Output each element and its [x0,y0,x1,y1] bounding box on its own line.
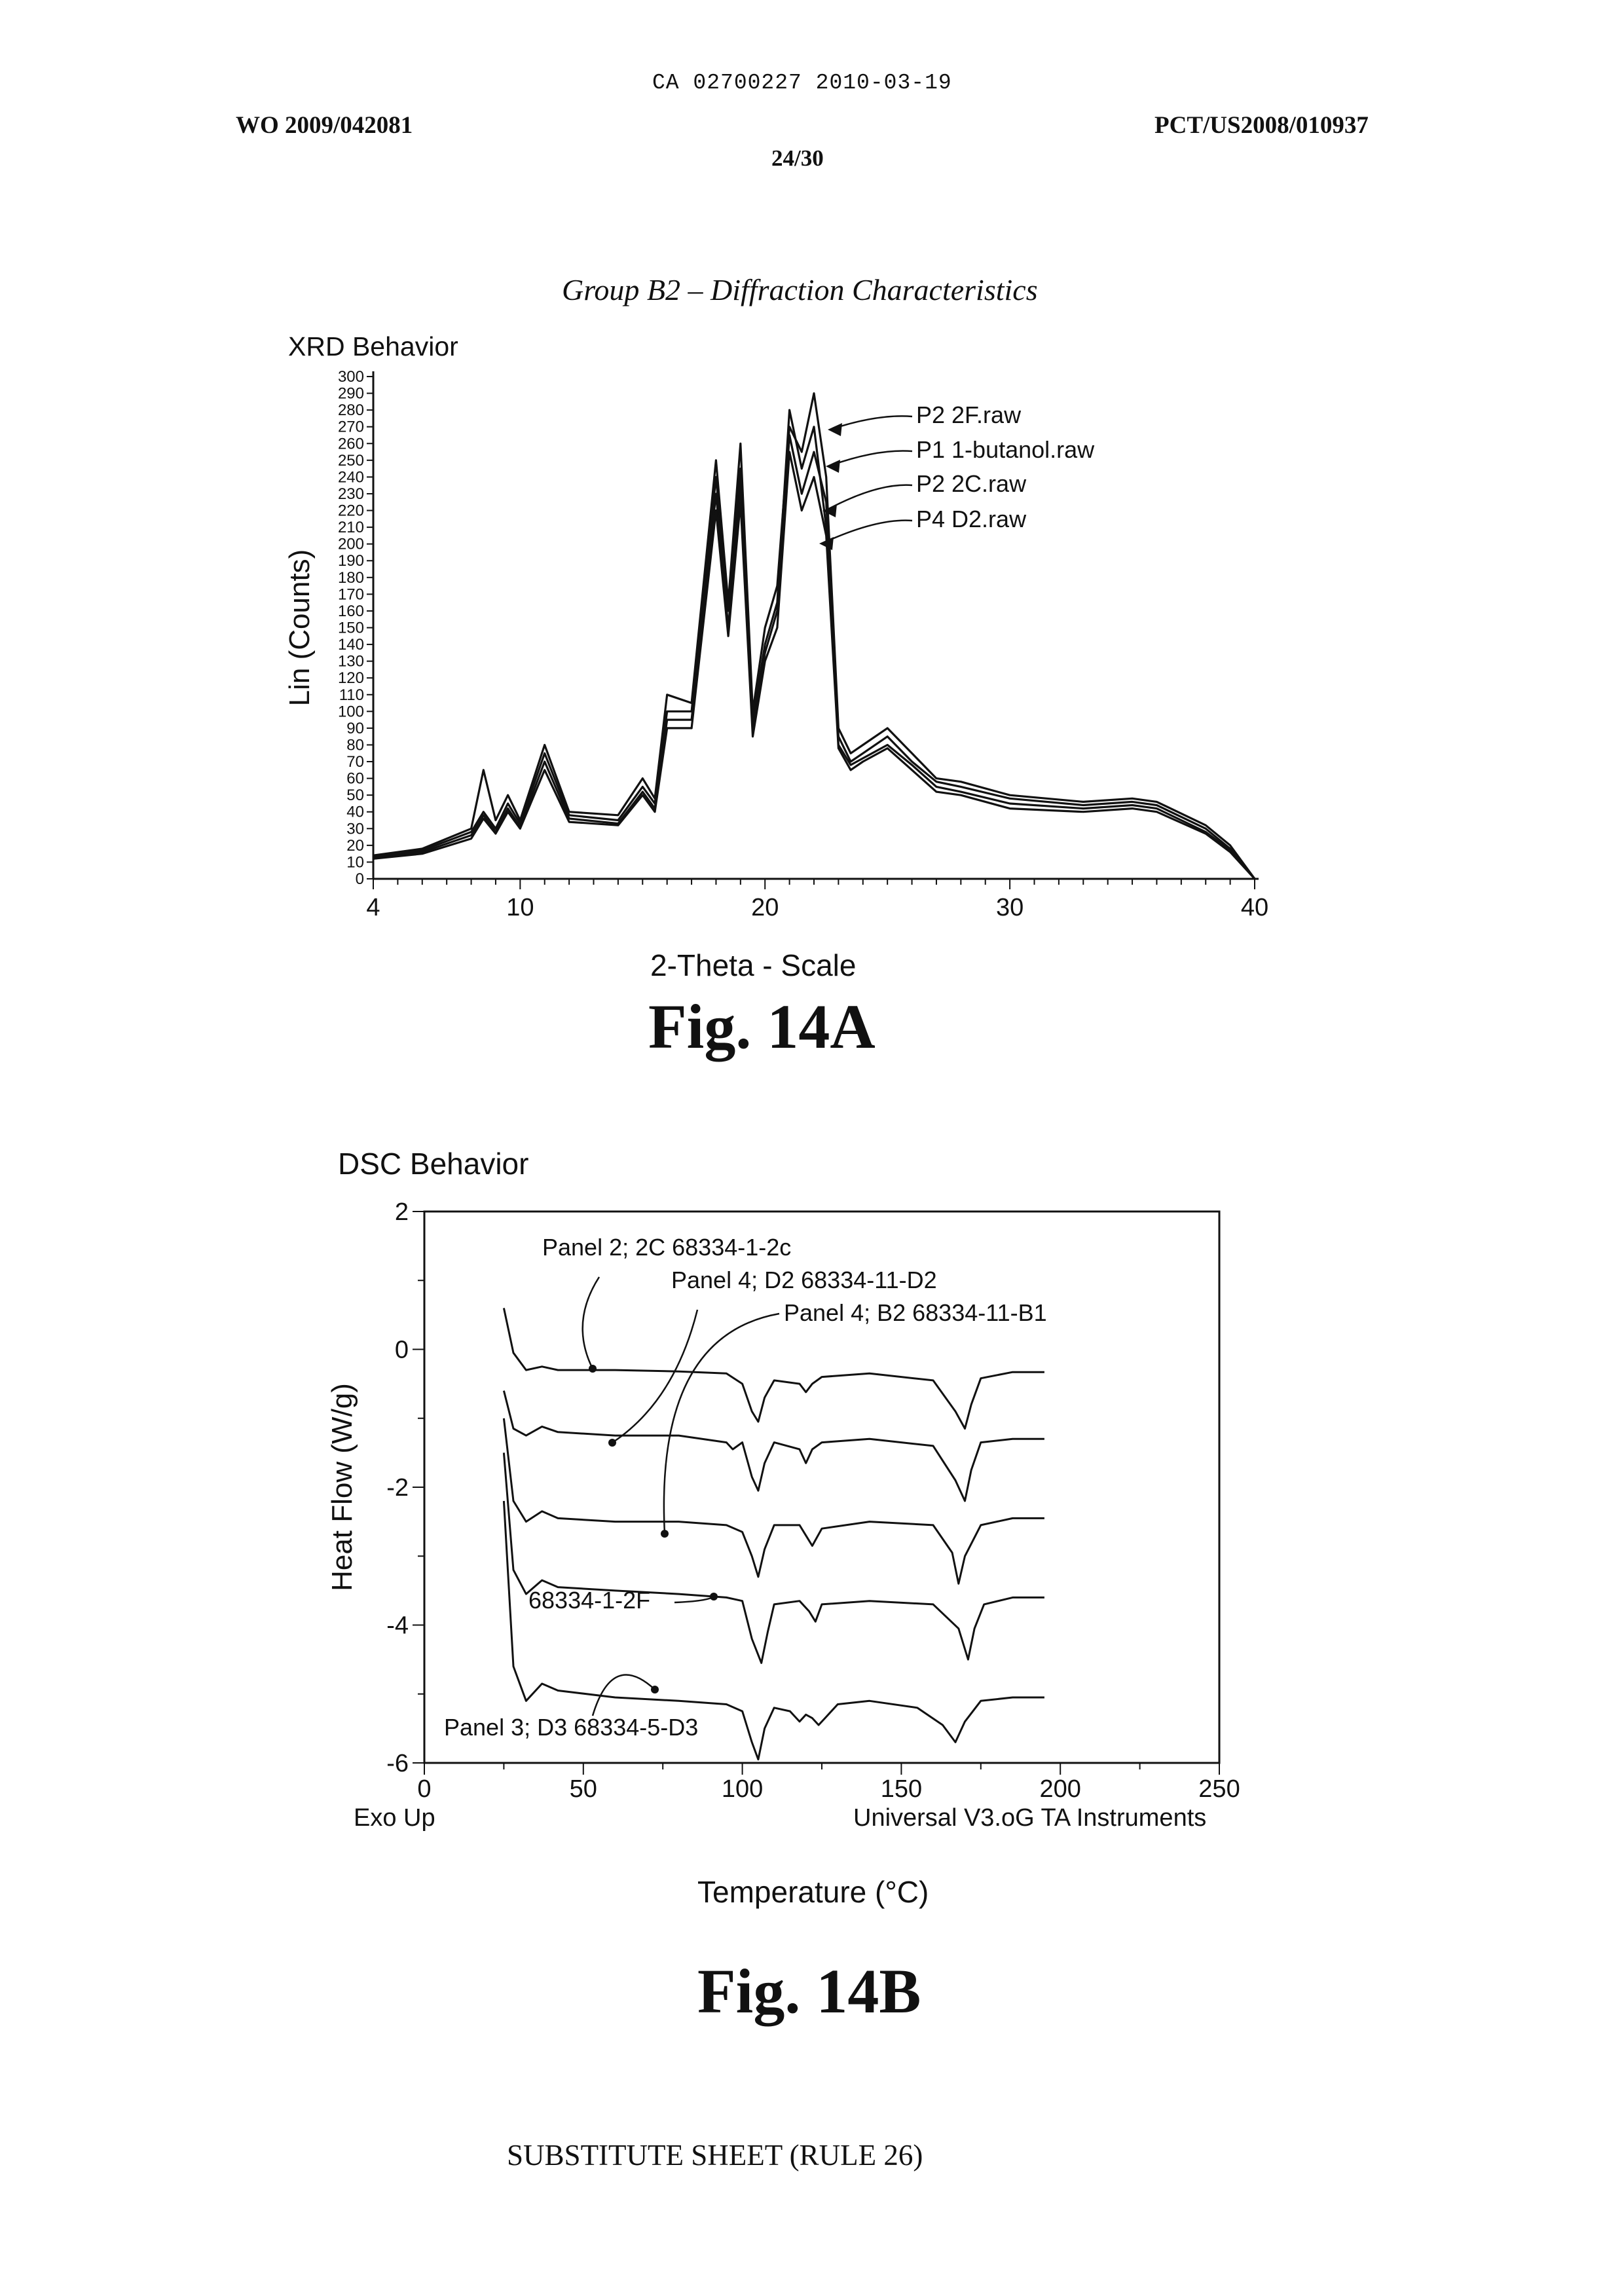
xrd-y-tick-label: 200 [338,536,364,553]
xrd-y-tick-label: 120 [338,669,364,687]
dsc-series-label: Panel 3; D3 68334-5-D3 [444,1714,698,1741]
xrd-y-tick-label: 140 [338,636,364,654]
dsc-series-line [504,1308,1044,1428]
dsc-x-tick-label: 50 [570,1775,597,1803]
dsc-series-arrowhead [589,1365,597,1373]
dsc-series-label: Panel 4; B2 68334-11-B1 [784,1299,1047,1326]
xrd-x-tick-label: 20 [751,894,779,921]
xrd-y-tick-label: 210 [338,519,364,536]
xrd-y-tick-label: 10 [346,853,364,871]
dsc-series-arrow [583,1277,599,1369]
dsc-series-label: Panel 4; D2 68334-11-D2 [671,1267,937,1293]
xrd-legend-label: P2 2F.raw [916,401,1022,428]
dsc-series-arrow [612,1310,697,1443]
xrd-x-tick-label: 40 [1241,894,1268,921]
xrd-xlabel: 2-Theta - Scale [650,948,856,983]
xrd-series-line [373,435,1255,879]
xrd-y-tick-label: 270 [338,418,364,436]
xrd-y-tick-label: 40 [346,804,364,821]
xrd-y-tick-label: 80 [346,736,364,754]
xrd-y-tick-label: 280 [338,401,364,419]
xrd-y-tick-label: 190 [338,552,364,570]
xrd-legend-label: P1 1-butanol.raw [916,436,1095,463]
xrd-y-tick-label: 60 [346,770,364,788]
xrd-y-tick-label: 250 [338,452,364,470]
xrd-y-tick-label: 100 [338,703,364,720]
xrd-y-tick-label: 260 [338,435,364,453]
xrd-y-tick-label: 220 [338,502,364,520]
xrd-y-tick-label: 90 [346,720,364,737]
xrd-y-tick-label: 70 [346,753,364,771]
xrd-legend-arrowhead [826,460,840,473]
dsc-y-tick-label: -4 [386,1612,409,1640]
dsc-y-tick-label: 0 [395,1337,409,1364]
xrd-x-tick-label: 4 [366,894,380,921]
xrd-y-tick-label: 300 [338,368,364,386]
dsc-plot-frame [424,1212,1219,1763]
xrd-y-tick-label: 130 [338,653,364,671]
xrd-y-tick-label: 170 [338,585,364,603]
dsc-y-tick-label: 2 [395,1198,409,1226]
xrd-legend-arrowhead [828,423,842,436]
xrd-legend-label: P2 2C.raw [916,470,1027,497]
xrd-y-tick-label: 0 [356,870,364,888]
dsc-series-arrowhead [661,1530,669,1538]
xrd-y-tick-label: 30 [346,820,364,838]
xrd-y-tick-label: 50 [346,786,364,804]
dsc-series-arrowhead [608,1439,616,1447]
dsc-series-arrow [664,1314,779,1534]
xrd-legend-arrow [828,451,912,466]
dsc-y-tick-label: -2 [386,1474,409,1502]
dsc-corner-right: Universal V3.oG TA Instruments [853,1804,1206,1832]
dsc-x-tick-label: 0 [417,1775,431,1803]
dsc-x-tick-label: 200 [1039,1775,1080,1803]
xrd-y-tick-label: 150 [338,620,364,637]
dsc-series-arrow [674,1597,714,1602]
xrd-x-tick-label: 10 [506,894,534,921]
dsc-chart: 2 0 -2 -4 -6 0 50 100 150 200 250 Heat Flow (W/g) Pa… [0,1146,1624,1866]
dsc-x-tick-label: 100 [722,1775,763,1803]
xrd-y-tick-label: 110 [339,686,364,704]
dsc-series-line [504,1452,1044,1663]
xrd-y-tick-label: 180 [338,569,364,587]
xrd-series-line [373,452,1255,879]
xrd-y-tick-label: 230 [338,485,364,503]
xrd-y-tick-label: 290 [338,385,364,403]
dsc-series-arrowhead [651,1686,659,1693]
fig-14a-label: Fig. 14A [648,990,876,1063]
dsc-x-tick-label: 150 [881,1775,922,1803]
xrd-legend-arrow [830,416,912,430]
xrd-x-tick-label: 30 [996,894,1024,921]
dsc-xlabel: Temperature (°C) [697,1874,929,1910]
dsc-series-arrowhead [710,1593,718,1600]
xrd-legend-arrow [822,521,912,544]
dsc-ylabel: Heat Flow (W/g) [326,1383,358,1591]
dsc-series-line [504,1391,1044,1501]
footer-substitute-sheet: SUBSTITUTE SHEET (RULE 26) [507,2138,923,2172]
xrd-y-tick-label: 20 [346,837,364,855]
dsc-series-label: 68334-1-2F [528,1587,650,1614]
fig-14b-label: Fig. 14B [697,1955,921,2027]
xrd-legend-arrow [825,485,912,511]
xrd-y-tick-label: 240 [338,468,364,486]
xrd-ylabel: Lin (Counts) [284,549,316,707]
dsc-x-tick-label: 250 [1198,1775,1240,1803]
xrd-y-tick-label: 160 [338,602,364,620]
dsc-y-tick-label: -6 [386,1750,409,1777]
dsc-corner-left: Exo Up [354,1804,435,1832]
xrd-legend-label: P4 D2.raw [916,506,1027,532]
dsc-series-label: Panel 2; 2C 68334-1-2c [542,1234,791,1261]
